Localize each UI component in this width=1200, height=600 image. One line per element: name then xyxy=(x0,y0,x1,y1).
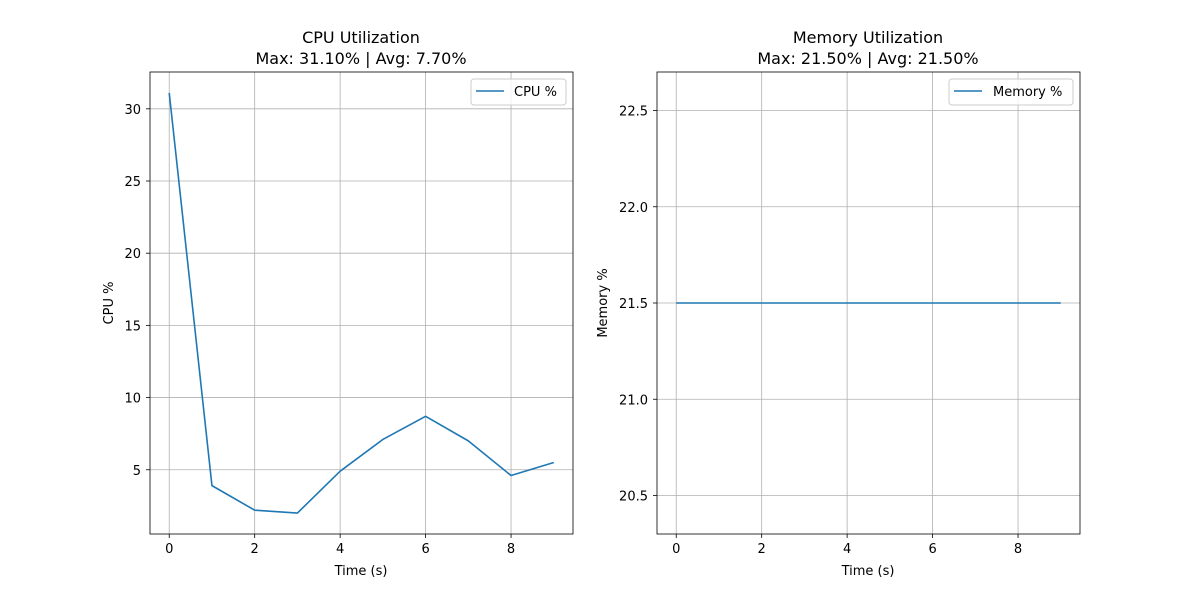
cpu-x-tick-label: 4 xyxy=(336,542,344,557)
cpu-y-tick-label: 5 xyxy=(133,464,141,479)
cpu-x-tick-label: 0 xyxy=(165,542,173,557)
cpu-x-tick-label: 8 xyxy=(507,542,515,557)
cpu-y-tick-label: 20 xyxy=(124,247,141,262)
cpu-x-axis-label: Time (s) xyxy=(334,564,388,579)
cpu-y-tick-label: 30 xyxy=(124,103,141,118)
memory-legend-label: Memory % xyxy=(993,85,1062,100)
cpu-ticks: 0 2 4 6 8 5 10 15 20 25 30 xyxy=(124,103,515,557)
cpu-legend: CPU % xyxy=(470,78,567,106)
cpu-legend-box xyxy=(470,78,567,106)
memory-legend-box xyxy=(948,78,1074,106)
cpu-x-tick-label: 6 xyxy=(421,542,429,557)
memory-chart-subtitle: Max: 21.50% | Avg: 21.50% xyxy=(757,49,978,68)
memory-chart: Memory Utilization Max: 21.50% | Avg: 21… xyxy=(596,28,1081,579)
cpu-y-axis-label: CPU % xyxy=(102,282,117,325)
memory-legend: Memory % xyxy=(948,78,1074,106)
cpu-y-tick-label: 25 xyxy=(124,175,141,190)
cpu-grid xyxy=(150,72,573,534)
cpu-y-tick-label: 15 xyxy=(124,319,141,334)
memory-x-tick-label: 2 xyxy=(758,542,766,557)
memory-y-tick-label: 20.5 xyxy=(619,490,648,505)
memory-y-tick-label: 22.5 xyxy=(619,105,648,120)
memory-x-tick-label: 0 xyxy=(672,542,680,557)
memory-x-tick-label: 8 xyxy=(1014,542,1022,557)
memory-x-axis-label: Time (s) xyxy=(841,564,895,579)
memory-y-tick-label: 22.0 xyxy=(619,201,648,216)
memory-x-tick-label: 4 xyxy=(843,542,851,557)
memory-chart-title: Memory Utilization xyxy=(793,28,943,47)
memory-y-tick-label: 21.0 xyxy=(619,393,648,408)
cpu-x-tick-label: 2 xyxy=(251,542,259,557)
cpu-chart-title: CPU Utilization xyxy=(302,28,420,47)
cpu-series xyxy=(168,92,555,514)
cpu-chart: CPU Utilization Max: 31.10% | Avg: 7.70%… xyxy=(102,28,574,579)
memory-y-axis-label: Memory % xyxy=(596,268,611,337)
cpu-chart-subtitle: Max: 31.10% | Avg: 7.70% xyxy=(255,49,466,68)
cpu-y-tick-label: 10 xyxy=(124,392,141,407)
cpu-legend-label: CPU % xyxy=(514,85,557,100)
cpu-plot-frame xyxy=(149,71,574,535)
memory-y-tick-label: 21.5 xyxy=(619,297,648,312)
cpu-series-line xyxy=(168,92,555,514)
memory-x-tick-label: 6 xyxy=(928,542,936,557)
memory-ticks: 0 2 4 6 8 20.5 21.0 21.5 22.0 22.5 xyxy=(619,105,1022,558)
